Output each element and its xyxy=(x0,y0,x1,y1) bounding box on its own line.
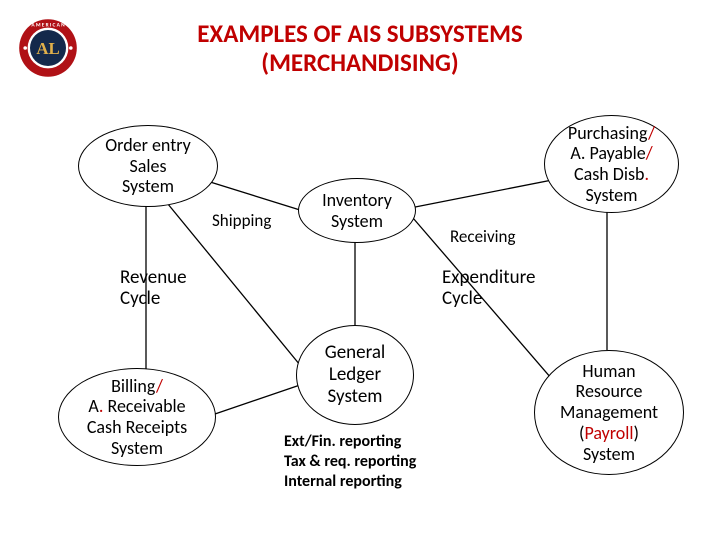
label-receiving: Receiving xyxy=(450,228,515,247)
sub-tax: Tax & req. reporting xyxy=(284,452,416,471)
gl-l2: Ledger xyxy=(325,364,386,386)
hrm-l4c: ) xyxy=(634,422,639,444)
page-title: EXAMPLES OF AIS SUBSYSTEMS (MERCHANDISIN… xyxy=(0,20,720,78)
node-billing: Billing/ A. Receivable Cash Receipts Sys… xyxy=(58,368,216,466)
label-revenue: Revenue Cycle xyxy=(120,268,187,310)
slash-icon: / xyxy=(156,375,163,397)
order-entry-l3: System xyxy=(105,176,191,197)
inventory-l2: System xyxy=(322,211,392,232)
label-shipping: Shipping xyxy=(212,212,271,231)
hrm-l3: Management xyxy=(560,402,658,423)
node-gl: General Ledger System xyxy=(296,325,414,425)
label-expenditure: Expenditure Cycle xyxy=(442,268,535,310)
title-line1: EXAMPLES OF AIS SUBSYSTEMS xyxy=(0,20,720,49)
title-line2: (MERCHANDISING) xyxy=(0,49,720,78)
gl-l1: General xyxy=(325,342,386,364)
billing-l2: A xyxy=(88,395,99,417)
revenue-l1: Revenue xyxy=(120,268,187,289)
hrm-l2: Resource xyxy=(560,381,658,402)
node-inventory: Inventory System xyxy=(298,178,416,243)
billing-l2b: Receivable xyxy=(103,395,185,417)
purchasing-l3: Cash Disb xyxy=(574,163,645,185)
expenditure-l2: Cycle xyxy=(442,289,535,310)
gl-l3: System xyxy=(325,386,386,408)
expenditure-l1: Expenditure xyxy=(442,268,535,289)
hrm-l5: System xyxy=(560,444,658,465)
inventory-l1: Inventory xyxy=(322,190,392,211)
sub-internal: Internal reporting xyxy=(284,472,402,491)
hrm-l4b: Payroll xyxy=(584,422,633,444)
node-hrm: Human Resource Management (Payroll) Syst… xyxy=(534,350,684,475)
dot-icon: . xyxy=(644,163,649,185)
billing-l3: Cash Receipts xyxy=(87,416,187,438)
billing-l1: Billing xyxy=(111,375,156,397)
hrm-l1: Human xyxy=(560,361,658,382)
purchasing-l1: Purchasing xyxy=(568,122,648,144)
order-entry-l1: Order entry xyxy=(105,135,191,156)
purchasing-l4: System xyxy=(585,184,637,206)
slash-icon: / xyxy=(648,122,655,144)
sub-ext: Ext/Fin. reporting xyxy=(284,432,401,451)
slash-icon: / xyxy=(646,142,653,164)
order-entry-l2: Sales xyxy=(105,156,191,177)
node-order-entry: Order entry Sales System xyxy=(78,125,218,207)
node-purchasing: Purchasing/ A. Payable/ Cash Disb. Syste… xyxy=(544,115,679,213)
billing-l4: System xyxy=(111,437,163,459)
revenue-l2: Cycle xyxy=(120,289,187,310)
purchasing-l2: A. Payable xyxy=(570,142,645,164)
